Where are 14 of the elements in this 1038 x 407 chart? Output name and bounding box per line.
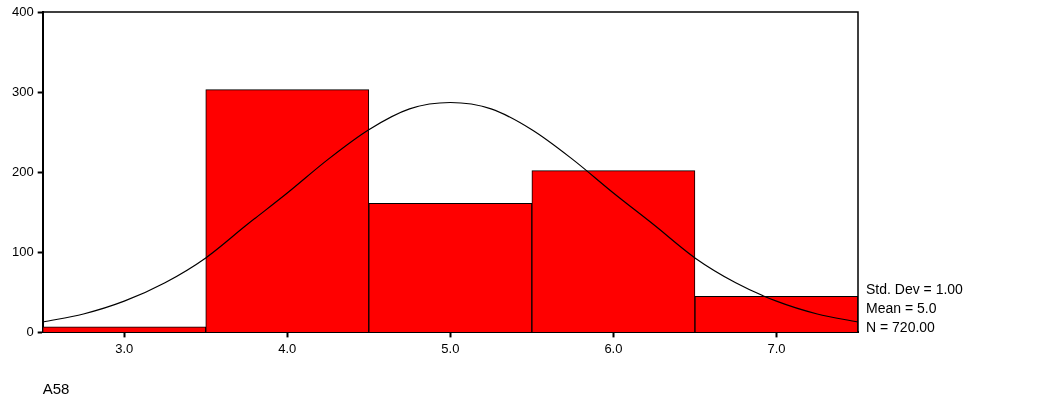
text: Mean = 5.0 — [866, 300, 937, 317]
y-tick-label: 0 — [26, 323, 34, 339]
x-tick-label: 3.0 — [115, 340, 134, 356]
y-tick-label: 400 — [11, 3, 34, 19]
x-tick-label: 5.0 — [441, 340, 460, 356]
x-axis-title: A58 — [42, 380, 70, 398]
y-tick-label: 300 — [11, 83, 34, 99]
text: Std. Dev = 1.00 — [866, 281, 964, 298]
y-tick-label: 100 — [11, 243, 34, 259]
x-tick-label: 4.0 — [278, 340, 297, 356]
text: N = 720.00 — [866, 319, 936, 336]
x-tick-label: 6.0 — [604, 340, 623, 356]
x-tick-label: 7.0 — [767, 340, 786, 356]
y-tick-label: 200 — [11, 163, 34, 179]
